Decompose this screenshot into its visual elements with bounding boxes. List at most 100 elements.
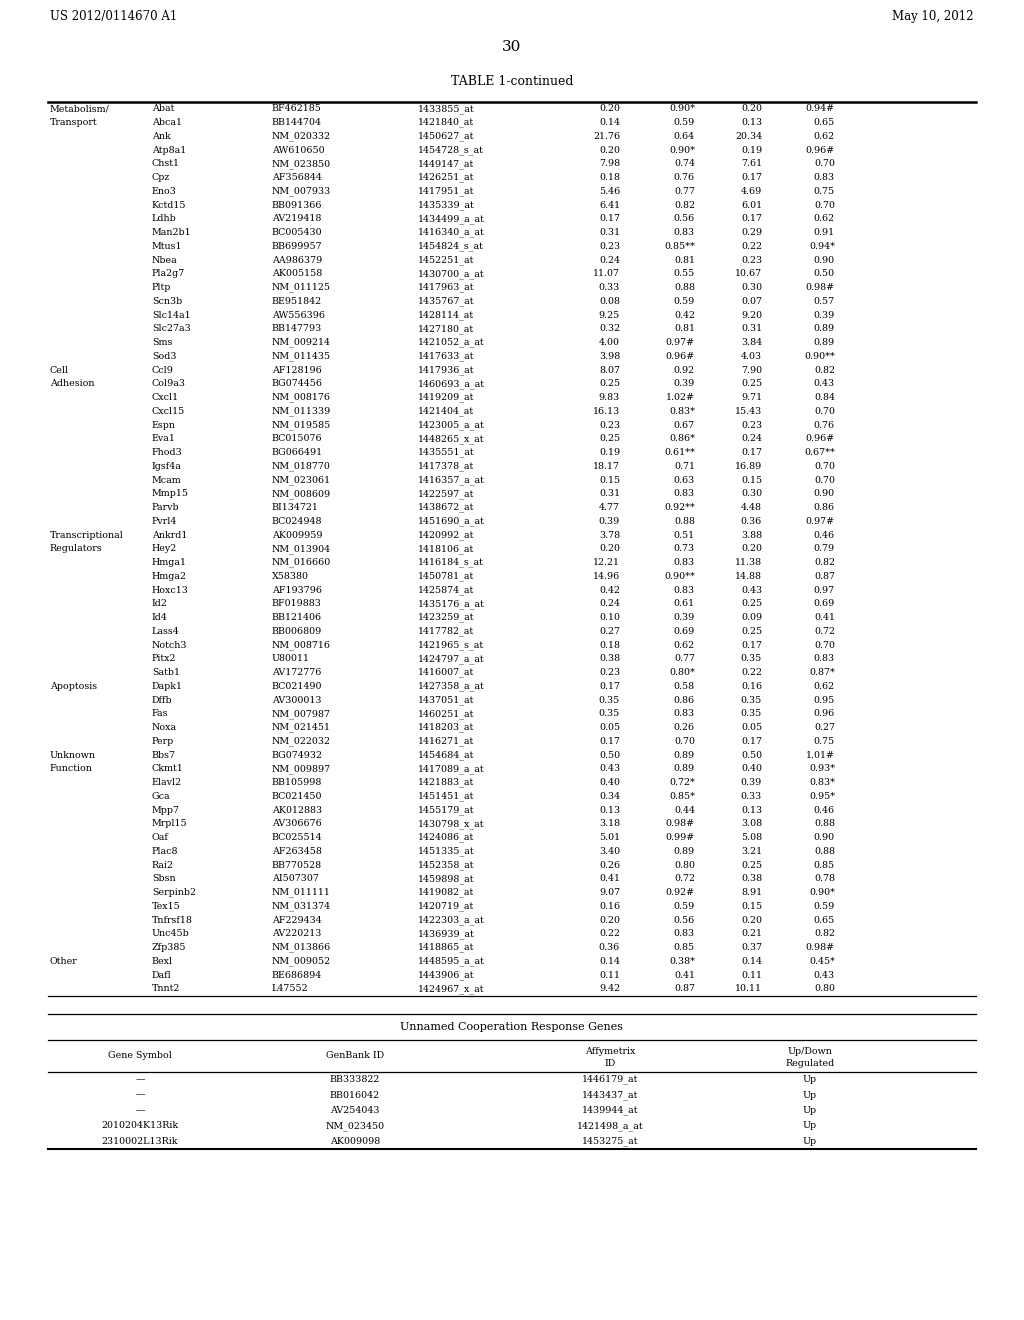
Text: 0.17: 0.17 [741,173,762,182]
Text: Metabolism/: Metabolism/ [50,104,110,114]
Text: 0.25: 0.25 [741,599,762,609]
Text: Mmp15: Mmp15 [152,490,189,499]
Text: 1428114_at: 1428114_at [418,310,474,319]
Text: 0.83: 0.83 [674,709,695,718]
Text: Abca1: Abca1 [152,117,182,127]
Text: Mcam: Mcam [152,475,181,484]
Text: NM_009214: NM_009214 [272,338,331,347]
Text: 1427180_at: 1427180_at [418,323,474,334]
Text: Cell: Cell [50,366,70,375]
Text: Up/Down: Up/Down [787,1047,833,1056]
Text: 0.17: 0.17 [599,737,620,746]
Text: BC025514: BC025514 [272,833,323,842]
Text: 1439944_at: 1439944_at [582,1106,638,1115]
Text: 0.27: 0.27 [599,627,620,636]
Text: 3.21: 3.21 [741,847,762,855]
Text: NM_013904: NM_013904 [272,544,331,553]
Text: Pitx2: Pitx2 [152,655,176,664]
Text: 9.25: 9.25 [599,310,620,319]
Text: 3.84: 3.84 [741,338,762,347]
Text: Fhod3: Fhod3 [152,447,182,457]
Text: 0.90: 0.90 [814,833,835,842]
Text: BB770528: BB770528 [272,861,323,870]
Text: 0.70: 0.70 [814,201,835,210]
Text: 0.20: 0.20 [599,104,620,114]
Text: 0.67: 0.67 [674,421,695,429]
Text: 0.76: 0.76 [674,173,695,182]
Text: 0.50: 0.50 [599,751,620,759]
Text: 0.65: 0.65 [814,117,835,127]
Text: 1417963_at: 1417963_at [418,282,474,293]
Text: 0.98#: 0.98# [666,820,695,829]
Text: Scn3b: Scn3b [152,297,182,306]
Text: 0.96#: 0.96# [806,145,835,154]
Text: 20.34: 20.34 [735,132,762,141]
Text: 0.45*: 0.45* [809,957,835,966]
Text: Serpinb2: Serpinb2 [152,888,196,898]
Text: Up: Up [803,1074,817,1084]
Text: 0.94*: 0.94* [809,242,835,251]
Text: 12.21: 12.21 [593,558,620,568]
Text: 0.83: 0.83 [674,490,695,499]
Text: 0.14: 0.14 [599,117,620,127]
Text: 9.42: 9.42 [599,985,620,994]
Text: 0.22: 0.22 [741,668,762,677]
Text: Bbs7: Bbs7 [152,751,176,759]
Text: 7.90: 7.90 [741,366,762,375]
Text: 0.65: 0.65 [814,916,835,924]
Text: 0.42: 0.42 [599,586,620,594]
Text: AF128196: AF128196 [272,366,322,375]
Text: 0.86*: 0.86* [669,434,695,444]
Text: 1421883_at: 1421883_at [418,777,474,788]
Text: 0.88: 0.88 [814,847,835,855]
Text: BB144704: BB144704 [272,117,322,127]
Text: 1421498_a_at: 1421498_a_at [577,1121,643,1131]
Text: Tex15: Tex15 [152,902,181,911]
Text: 0.76: 0.76 [814,421,835,429]
Text: 0.83*: 0.83* [669,407,695,416]
Text: Satb1: Satb1 [152,668,180,677]
Text: 0.27: 0.27 [814,723,835,733]
Text: 0.89: 0.89 [814,325,835,334]
Text: 0.24: 0.24 [741,434,762,444]
Text: AV220213: AV220213 [272,929,322,939]
Text: 1449147_at: 1449147_at [418,158,474,169]
Text: 0.56: 0.56 [674,916,695,924]
Text: 0.15: 0.15 [741,475,762,484]
Text: BF462185: BF462185 [272,104,322,114]
Text: BC021450: BC021450 [272,792,323,801]
Text: 21.76: 21.76 [593,132,620,141]
Text: 0.82: 0.82 [674,201,695,210]
Text: 0.82: 0.82 [814,558,835,568]
Text: 0.22: 0.22 [599,929,620,939]
Text: May 10, 2012: May 10, 2012 [893,11,974,22]
Text: 1416357_a_at: 1416357_a_at [418,475,485,484]
Text: 30: 30 [503,40,521,54]
Text: 0.08: 0.08 [599,297,620,306]
Text: AV254043: AV254043 [331,1106,380,1115]
Text: 0.09: 0.09 [741,612,762,622]
Text: 0.97: 0.97 [814,586,835,594]
Text: 1452358_at: 1452358_at [418,861,474,870]
Text: 1419209_at: 1419209_at [418,393,474,403]
Text: AF229434: AF229434 [272,916,322,924]
Text: Rai2: Rai2 [152,861,174,870]
Text: 0.35: 0.35 [740,709,762,718]
Text: 4.69: 4.69 [740,187,762,195]
Text: 0.83: 0.83 [814,655,835,664]
Text: AA986379: AA986379 [272,256,323,264]
Text: 0.17: 0.17 [741,214,762,223]
Text: 5.01: 5.01 [599,833,620,842]
Text: 1435339_at: 1435339_at [418,201,475,210]
Text: 0.16: 0.16 [599,902,620,911]
Text: 0.90**: 0.90** [665,572,695,581]
Text: 10.11: 10.11 [735,985,762,994]
Text: NM_023061: NM_023061 [272,475,331,484]
Text: 0.62: 0.62 [814,132,835,141]
Text: BB006809: BB006809 [272,627,323,636]
Text: 0.84: 0.84 [814,393,835,403]
Text: BC021490: BC021490 [272,682,323,690]
Text: 0.85*: 0.85* [669,792,695,801]
Text: 1448265_x_at: 1448265_x_at [418,434,484,444]
Text: 16.89: 16.89 [735,462,762,471]
